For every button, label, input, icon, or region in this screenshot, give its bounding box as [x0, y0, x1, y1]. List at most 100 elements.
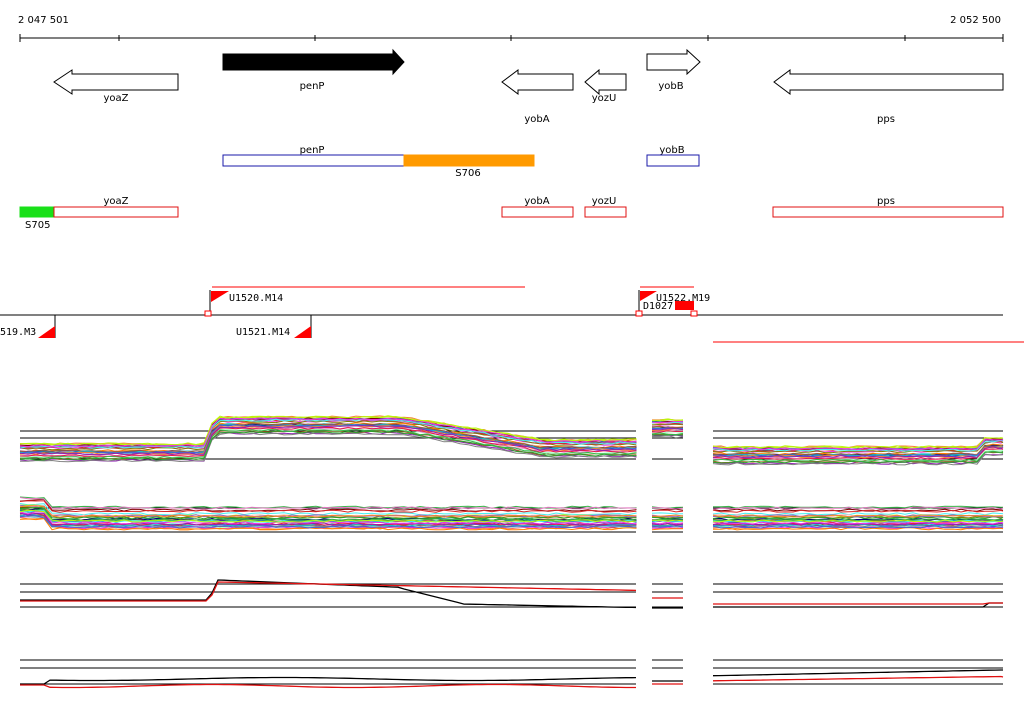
transcript-label-pps: pps [877, 196, 895, 207]
expression-trace [19, 497, 637, 510]
expression-trace [651, 509, 684, 513]
expression-trace [19, 496, 637, 509]
transcript-penP[interactable] [222, 154, 405, 167]
upshift-519[interactable]: 519.M3 [0, 315, 56, 338]
gene-yoaZ[interactable]: yoaZ [53, 69, 179, 104]
expression-trace [712, 675, 1004, 682]
expression-trace [19, 498, 637, 512]
gene-pps[interactable]: pps [773, 69, 1004, 125]
coordinate-ruler: 2 047 501 2 052 500 [18, 15, 1004, 42]
expression-trace [651, 528, 684, 531]
expression-trace [651, 423, 684, 426]
expression-trace [651, 432, 684, 436]
expression-trace [713, 527, 1004, 531]
expression-trace [651, 512, 684, 515]
expression-trace [19, 425, 637, 456]
expression-trace [712, 453, 1004, 466]
upshift-label-U1521: U1521.M14 [236, 327, 290, 338]
expression-trace [651, 428, 684, 431]
transcript-yobB[interactable] [646, 154, 700, 167]
transcript-label-yobA: yobA [524, 196, 549, 207]
expression-trace [20, 676, 637, 685]
expression-trace [19, 518, 637, 531]
expression-trace [651, 418, 684, 422]
downshift-label-D1027: D1027 [643, 301, 673, 312]
gene-label-yoaZ: yoaZ [103, 93, 128, 104]
transcript-label-yozU: yozU [592, 196, 617, 207]
transcript-pps[interactable] [772, 206, 1004, 218]
gene-yozU[interactable]: yozU [584, 68, 627, 104]
expression-trace [651, 521, 684, 525]
expression-panel-selected-plus [20, 579, 1003, 609]
expression-trace [713, 602, 1003, 608]
expression-trace [19, 417, 637, 448]
upshift-U1520[interactable]: U1520.M14 [204, 290, 283, 317]
start-coordinate: 2 047 501 [18, 15, 69, 26]
segment-label-S705: S705 [25, 220, 50, 231]
expression-trace [651, 522, 684, 526]
expression-trace [19, 432, 637, 463]
expression-trace [712, 521, 1004, 525]
transcript-label-yobB: yobB [659, 145, 684, 156]
transcript-label-penP: penP [300, 145, 325, 156]
expression-trace [651, 426, 684, 429]
expression-trace [19, 515, 637, 529]
expression-trace [19, 506, 637, 520]
expression-trace [19, 500, 637, 513]
expression-trace [19, 511, 637, 525]
expression-trace [712, 669, 1003, 677]
downshift-D1027[interactable]: D1027 [643, 301, 698, 317]
expression-trace [712, 506, 1004, 510]
shift-track: U1520.M14 U1522.M19 D1027 519.M3 U1521.M… [0, 286, 1024, 343]
expression-panel-multi-plus [19, 415, 1004, 466]
transcript-yozU[interactable] [584, 206, 627, 218]
upshift-label-U1520: U1520.M14 [229, 293, 283, 304]
expression-trace [712, 514, 1004, 518]
expression-trace [713, 519, 1004, 523]
expression-trace [713, 602, 1003, 605]
expression-panel-selected-minus [20, 659, 1004, 689]
gene-label-yozU: yozU [592, 93, 617, 104]
plus-transcript-track: penP S706 yobB [222, 145, 700, 179]
expression-trace [651, 420, 684, 424]
expression-trace [712, 450, 1004, 463]
expression-trace [712, 516, 1004, 520]
expression-trace [19, 503, 637, 516]
expression-trace [20, 683, 636, 689]
expression-trace [651, 430, 684, 433]
expression-trace [712, 517, 1004, 522]
expression-trace [712, 512, 1004, 516]
minus-transcript-track: yoaZ S705 yobA yozU pps [19, 196, 1004, 231]
expression-trace [19, 422, 637, 453]
expression-trace [651, 525, 684, 528]
expression-trace [19, 415, 637, 446]
expression-trace [20, 428, 637, 460]
expression-trace [651, 526, 684, 529]
transcript-yoaZ[interactable] [53, 206, 179, 218]
expression-trace [651, 516, 684, 520]
upshift-label-519: 519.M3 [0, 327, 36, 338]
expression-trace [712, 437, 1004, 449]
upshift-U1522[interactable]: U1522.M19 [635, 290, 710, 317]
expression-trace [652, 435, 684, 439]
expression-trace [712, 438, 1004, 451]
expression-trace [712, 509, 1004, 513]
transcript-yobA[interactable] [501, 206, 574, 218]
gene-penP[interactable]: penP [222, 48, 405, 92]
upshift-U1521[interactable]: U1521.M14 [236, 315, 312, 338]
gene-label-pps: pps [877, 114, 895, 125]
expression-trace [19, 430, 637, 461]
gene-yobA[interactable]: yobA [501, 69, 574, 125]
expression-trace [19, 426, 637, 458]
segment-label-S706: S706 [455, 168, 480, 179]
expression-trace [652, 514, 684, 517]
transcript-label-yoaZ: yoaZ [103, 196, 128, 207]
gene-yobB[interactable]: yobB [646, 48, 701, 92]
segment-S706[interactable] [403, 154, 535, 167]
expression-trace [712, 441, 1004, 454]
gene-label-yobA: yobA [524, 114, 549, 125]
expression-trace [712, 446, 1004, 459]
gene-label-penP: penP [300, 81, 325, 92]
segment-S705[interactable] [19, 206, 55, 218]
